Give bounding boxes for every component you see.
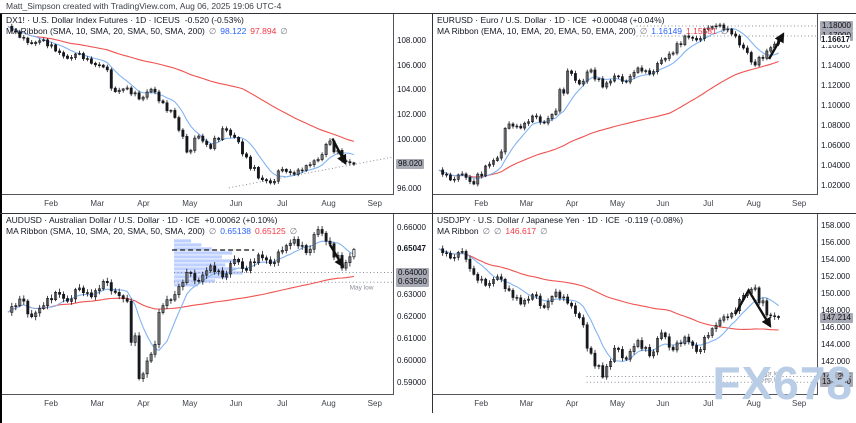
time-axis-label: Jun [229, 399, 243, 408]
time-axis-label: Apr [137, 199, 150, 208]
price-level-chip: 0.63560 [396, 277, 429, 288]
time-axis-label: Jun [656, 199, 670, 208]
price-axis-label: 106.000 [397, 60, 426, 70]
time-scale-usdjpy[interactable]: Feb Mar Apr May Jun Jul Aug Sep [433, 396, 818, 413]
price-axis-label: 158.000 [821, 220, 850, 230]
time-axis-label: Aug [321, 199, 336, 208]
svg-text:Sep lo: Sep lo [760, 377, 779, 384]
chart-panel-usdjpy: USDJPY · U.S. Dollar / Japanese Yen · 1D… [433, 214, 856, 413]
time-axis-label: May [609, 199, 625, 208]
price-level-chip: 98.020 [396, 159, 425, 170]
panel-border-left [0, 14, 2, 423]
price-axis-label: 1.02000 [821, 181, 850, 190]
price-axis-label: 142.000 [821, 356, 850, 366]
price-axis-label: 1.14000 [821, 61, 850, 70]
price-axis-label: 108.000 [397, 36, 426, 46]
price-axis-label: 154.000 [821, 254, 850, 264]
time-axis-label: Apr [565, 399, 579, 408]
time-axis-label: Mar [90, 199, 105, 208]
time-axis-label: Jul [703, 399, 714, 408]
price-level-chip: 0.65047 [397, 244, 426, 255]
price-axis-label: 156.000 [821, 237, 850, 247]
price-level-chip: 1.16617 [821, 34, 850, 45]
time-axis-label: Apr [137, 399, 150, 408]
chart-panel-eurusd: EURUSD · Euro / U.S. Dollar · 1D · ICE +0… [433, 14, 856, 213]
time-axis-label: Mar [519, 199, 534, 208]
price-level-chip: 147.214 [820, 312, 853, 323]
price-level-chip: 139.580 [820, 377, 853, 388]
price-level-chip: 140.255 [820, 371, 853, 382]
price-axis-label: 1.04000 [821, 161, 850, 170]
price-axis-label: 152.000 [821, 271, 850, 281]
price-axis-label: 102.000 [397, 110, 426, 120]
time-axis-label: Jul [277, 199, 288, 208]
price-axis-label: 0.60000 [397, 355, 426, 365]
time-axis-label: May [182, 399, 198, 408]
price-scale-eurusd[interactable]: 1.16000 1.14000 1.12000 1.10000 1.08000 1.060… [819, 14, 856, 195]
candlestick-svg-dxy [7, 23, 393, 189]
time-axis-label: Feb [474, 399, 489, 408]
price-axis-label: 0.61000 [397, 333, 426, 343]
time-axis-label: Sep [367, 199, 382, 208]
chart-panel-dxy: DX1! · U.S. Dollar Index Futures · 1D · … [2, 14, 432, 213]
price-axis-label: 1.06000 [821, 141, 850, 150]
price-axis-label: 1.16000 [821, 41, 850, 50]
price-axis-label: 1.10000 [821, 101, 850, 110]
time-axis-label: Sep [367, 399, 382, 408]
time-axis-label: Sep [792, 399, 807, 408]
price-axis-label: 144.000 [821, 339, 850, 349]
candlestick-svg-audusd: May low [7, 226, 393, 382]
time-axis-label: Feb [474, 199, 489, 208]
price-scale-dxy[interactable]: 108.000 106.000 104.000 102.000 100.000 96.00… [395, 14, 432, 195]
price-axis-label: 0.66000 [397, 223, 426, 233]
price-axis-label: 150.000 [821, 288, 850, 298]
price-axis-label: 1.08000 [821, 121, 850, 130]
price-axis-label: 104.000 [397, 85, 426, 95]
attribution-text: Matt_Simpson created with TradingView.co… [6, 1, 282, 11]
price-chart-dxy[interactable] [2, 14, 394, 195]
time-axis-label: Feb [44, 199, 58, 208]
time-axis-label: Aug [746, 199, 761, 208]
price-axis-label: 96.000 [397, 184, 422, 194]
price-axis-label: 0.63000 [397, 289, 426, 299]
time-axis-label: May [609, 399, 625, 408]
time-axis-label: Apr [565, 199, 579, 208]
time-axis-label: Jul [703, 199, 714, 208]
chart-panel-audusd: AUDUSD · Australian Dollar / U.S. Dollar… [2, 214, 432, 413]
time-axis-label: Mar [519, 399, 534, 408]
svg-text:May low: May low [350, 284, 374, 291]
price-scale-usdjpy[interactable]: 158.000 156.000 154.000 152.000 150.000 148.0… [819, 214, 856, 395]
panel-border-top [0, 13, 856, 14]
candlestick-svg-eurusd [438, 22, 817, 187]
price-axis-label: 0.62000 [397, 311, 426, 321]
svg-text:Apr lo: Apr lo [762, 370, 779, 377]
panel-divider-horizontal [0, 213, 856, 214]
price-axis-label: 1.12000 [821, 81, 850, 90]
time-axis-label: Jun [229, 199, 243, 208]
price-level-chip: 1.18000 [820, 21, 853, 31]
price-chart-usdjpy[interactable]: Apr lo Sep lo [433, 214, 818, 395]
price-axis-label: 146.000 [821, 322, 850, 332]
time-axis-label: May [182, 199, 198, 208]
time-scale-eurusd[interactable]: Feb Mar Apr May Jun Jul Aug Sep [433, 196, 818, 213]
price-axis-label: 100.000 [397, 134, 426, 144]
price-level-chip: 0.64000 [396, 267, 429, 278]
time-scale-dxy[interactable]: Feb Mar Apr May Jun Jul Aug Sep [2, 196, 394, 213]
price-chart-audusd[interactable]: May low [2, 214, 394, 395]
time-axis-label: Aug [746, 399, 761, 408]
time-axis-label: Feb [44, 399, 58, 408]
price-axis-label: 148.000 [821, 305, 850, 315]
time-axis-label: Jun [656, 399, 670, 408]
time-axis-label: Sep [792, 199, 807, 208]
time-axis-label: Aug [321, 399, 336, 408]
price-chart-eurusd[interactable] [433, 14, 818, 195]
price-scale-audusd[interactable]: 0.66000 0.63000 0.62000 0.61000 0.60000 0.590… [395, 214, 432, 395]
price-axis-label: 0.59000 [397, 378, 426, 387]
time-scale-audusd[interactable]: Feb Mar Apr May Jun Jul Aug Sep [2, 396, 394, 413]
time-axis-label: Mar [90, 399, 105, 408]
time-axis-label: Jul [277, 399, 288, 408]
